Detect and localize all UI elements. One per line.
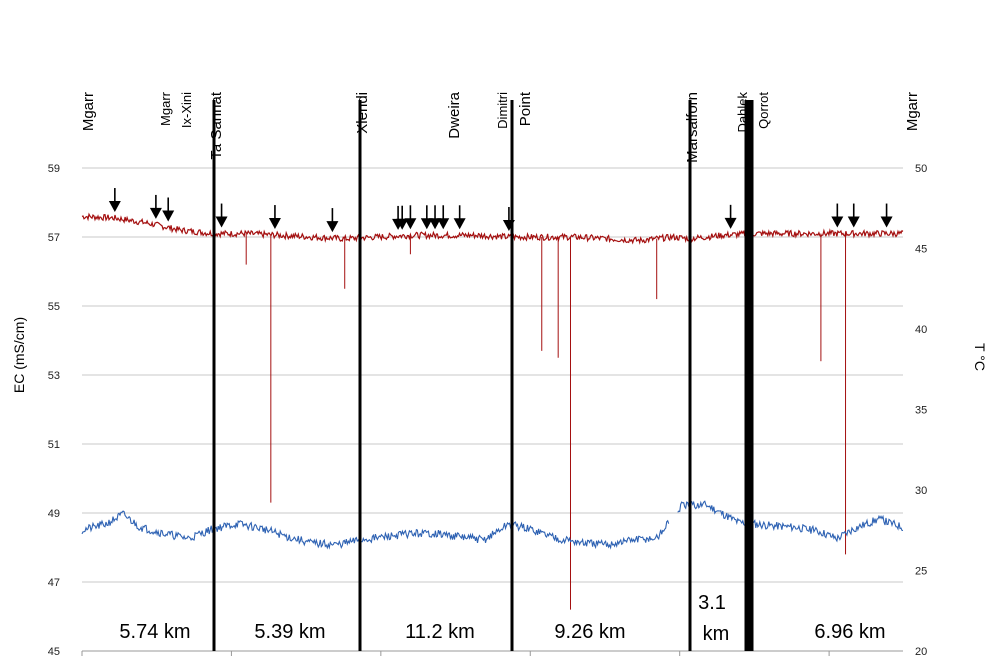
right-tick-label: 50 [915, 163, 927, 175]
location-label: Dimitri [495, 92, 510, 129]
sampling-arrow-head [404, 218, 417, 230]
left-tick-label: 53 [48, 370, 60, 382]
location-label: Dweira [446, 91, 463, 138]
segment-divider [510, 100, 514, 651]
sampling-arrow-head [420, 218, 433, 230]
left-tick-label: 47 [48, 577, 60, 589]
right-tick-label: 30 [915, 485, 927, 497]
sampling-arrow-head [108, 201, 121, 213]
right-tick-label: 35 [915, 405, 927, 417]
segment-distance-label: 3.1 [698, 592, 726, 614]
sampling-arrow-head [429, 218, 442, 230]
left-tick-label: 49 [48, 508, 60, 520]
sampling-arrow-head [502, 220, 515, 231]
right-tick-label: 25 [915, 566, 927, 578]
sampling-arrow-head [831, 216, 844, 228]
sampling-arrow-head [437, 218, 450, 230]
sampling-arrow-head [880, 216, 893, 228]
sampling-arrow-head [215, 216, 228, 228]
location-label: Mgarr [904, 92, 921, 131]
segment-divider [212, 100, 216, 651]
segment-distance-label: 11.2 km [405, 621, 475, 643]
location-label: Qorrot [756, 92, 771, 129]
left-axis-title: EC (mS/cm) [11, 317, 27, 393]
segment-divider [744, 100, 754, 651]
right-tick-label: 45 [915, 244, 927, 256]
ec-series-line [81, 212, 904, 245]
sampling-arrow-head [396, 218, 409, 230]
left-tick-label: 57 [48, 232, 60, 244]
left-tick-label: 59 [48, 163, 60, 175]
sampling-arrow-head [268, 218, 281, 230]
location-label: Ix-Xini [179, 92, 194, 128]
segment-distance-label: 5.39 km [254, 621, 325, 643]
location-label: Point [517, 91, 534, 126]
segment-distance-unit: km [703, 623, 730, 645]
location-label: Dahlek [735, 92, 750, 133]
location-label: Xlendi [354, 92, 371, 134]
sampling-arrow-head [453, 218, 466, 230]
sampling-arrow-head [724, 217, 737, 229]
sampling-arrow-head [149, 207, 162, 219]
left-tick-label: 55 [48, 301, 60, 313]
temperature-series-line [81, 500, 904, 550]
location-label: Ta Sannat [208, 91, 225, 159]
left-tick-label: 51 [48, 439, 60, 451]
location-label: Mgarr [80, 92, 97, 131]
left-tick-label: 45 [48, 646, 60, 657]
segment-distance-label: 5.74 km [119, 621, 190, 643]
location-label: Marsalforn [684, 92, 701, 163]
sampling-arrow-head [326, 221, 339, 233]
right-tick-label: 40 [915, 324, 927, 336]
segment-distance-label: 6.96 km [814, 621, 885, 643]
right-axis-title: T °C [972, 343, 987, 371]
segment-divider [688, 100, 692, 651]
sampling-arrow-head [162, 210, 175, 222]
segment-distance-label: 9.26 km [554, 621, 625, 643]
right-tick-label: 20 [915, 646, 927, 657]
location-label: Mgarr [158, 91, 173, 126]
sampling-arrow-head [847, 216, 860, 228]
segment-divider [358, 100, 362, 651]
